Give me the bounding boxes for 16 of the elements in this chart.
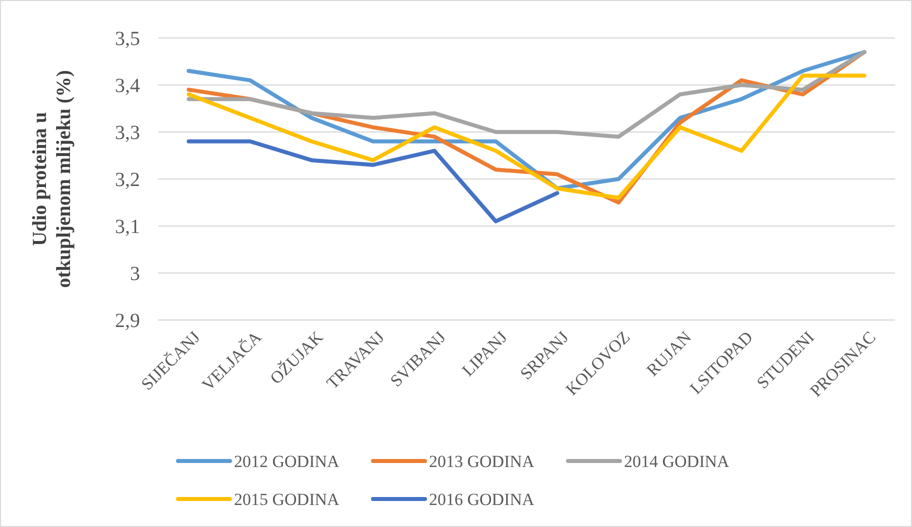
y-axis-title: Udio proteina u otkupljenom mlijeku (%) [29, 70, 75, 288]
line-series [186, 139, 560, 224]
legend-label: 2015 GODINA [234, 490, 340, 509]
line-series [186, 50, 866, 139]
y-tick-label: 3,2 [115, 169, 140, 191]
legend-label: 2016 GODINA [429, 490, 536, 509]
legend-label: 2014 GODINA [624, 452, 730, 471]
y-tick-label: 3,5 [115, 28, 140, 50]
legend-label: 2012 GODINA [234, 452, 340, 471]
y-tick-label: 2,9 [115, 310, 140, 332]
y-tick-label: 3 [130, 263, 140, 285]
y-tick-label: 3,1 [115, 216, 140, 238]
legend-label: 2013 GODINA [429, 452, 536, 471]
y-tick-label: 3,4 [115, 75, 140, 97]
y-tick-label: 3,3 [115, 122, 140, 144]
line-series [186, 74, 866, 200]
